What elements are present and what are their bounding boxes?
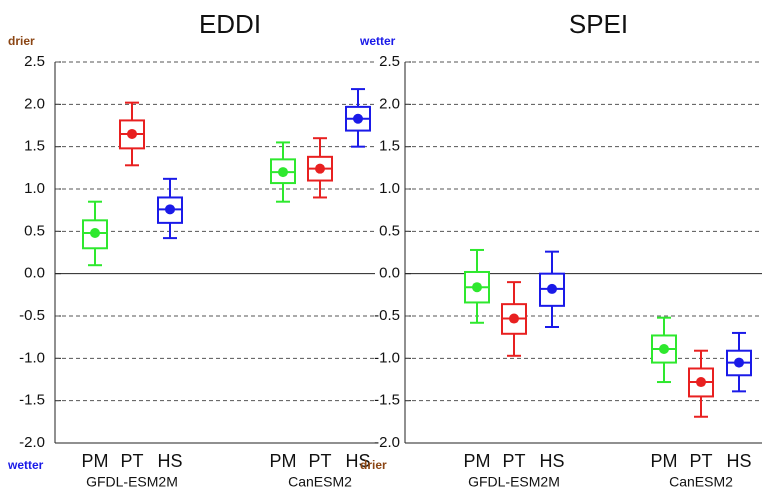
group-label: GFDL-ESM2M: [468, 474, 560, 490]
median-dot: [659, 344, 669, 355]
y-tick-label: -1.5: [19, 392, 45, 409]
x-tick-label: HS: [157, 451, 182, 471]
x-tick-label: HS: [345, 451, 370, 471]
chart-title: EDDI: [199, 9, 261, 39]
median-dot: [509, 313, 519, 324]
y-tick-label: 1.0: [379, 180, 400, 197]
group-label: CanESM2: [669, 474, 733, 490]
group-label: CanESM2: [288, 474, 352, 490]
y-tick-label: 0.5: [24, 222, 45, 239]
y-tick-label: -2.0: [19, 434, 45, 451]
median-dot: [547, 283, 557, 294]
y-tick-label: 2.5: [379, 53, 400, 70]
x-tick-label: PM: [270, 451, 297, 471]
median-dot: [165, 204, 175, 215]
y-tick-label: -1.0: [19, 349, 45, 366]
median-dot: [472, 282, 482, 293]
bottom-label: wetter: [7, 458, 44, 472]
x-tick-label: HS: [726, 451, 751, 471]
x-tick-label: PT: [308, 451, 331, 471]
x-tick-label: PM: [82, 451, 109, 471]
bottom-label: drier: [360, 458, 387, 472]
median-dot: [734, 357, 744, 368]
y-tick-label: 1.5: [24, 138, 45, 155]
top-label: drier: [8, 34, 35, 48]
y-tick-label: 0.5: [379, 222, 400, 239]
top-label: wetter: [359, 34, 396, 48]
median-dot: [90, 228, 100, 239]
y-tick-label: -0.5: [374, 307, 400, 324]
median-dot: [315, 163, 325, 174]
median-dot: [278, 167, 288, 178]
chart-title: SPEI: [569, 9, 628, 39]
x-tick-label: PM: [464, 451, 491, 471]
y-tick-label: 0.0: [24, 265, 45, 282]
y-tick-label: -1.0: [374, 349, 400, 366]
x-tick-label: PT: [689, 451, 712, 471]
y-tick-label: 2.0: [24, 95, 45, 112]
y-tick-label: 1.0: [24, 180, 45, 197]
group-label: GFDL-ESM2M: [86, 474, 178, 490]
y-tick-label: 1.5: [379, 138, 400, 155]
x-tick-label: HS: [539, 451, 564, 471]
x-tick-label: PT: [502, 451, 525, 471]
median-dot: [696, 377, 706, 388]
median-dot: [127, 128, 137, 139]
y-tick-label: 2.5: [24, 53, 45, 70]
y-tick-label: 0.0: [379, 265, 400, 282]
y-tick-label: -1.5: [374, 392, 400, 409]
x-tick-label: PT: [120, 451, 143, 471]
x-tick-label: PM: [651, 451, 678, 471]
y-tick-label: -2.0: [374, 434, 400, 451]
y-tick-label: -0.5: [19, 307, 45, 324]
median-dot: [353, 113, 363, 124]
y-tick-label: 2.0: [379, 95, 400, 112]
